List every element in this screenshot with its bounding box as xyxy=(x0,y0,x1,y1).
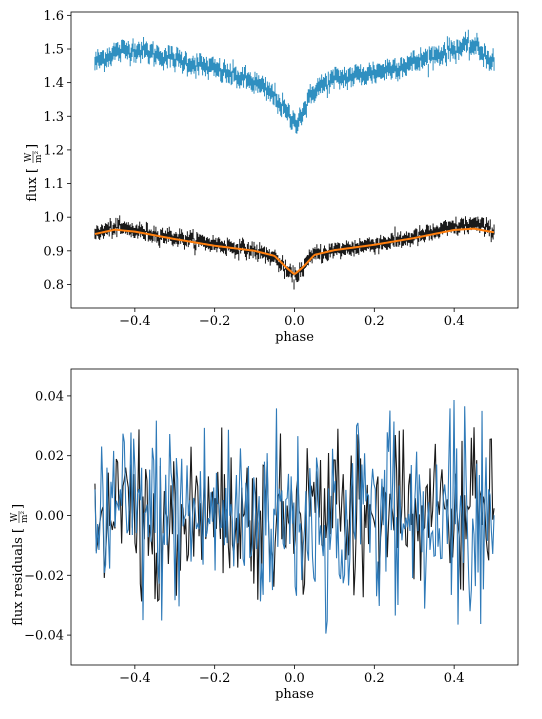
top-xlabel: phase xyxy=(275,330,314,345)
bottom-ytick-label: 0.02 xyxy=(35,449,64,464)
series-black-errorbars xyxy=(94,215,495,290)
series-blue-errorbars xyxy=(94,29,495,134)
top-ytick-label: 1.2 xyxy=(43,143,64,158)
flux-plot: −0.4 −0.2 0.0 0.2 0.4 0.8 0.9 1.0 1.1 1.2 1.3 1.4 1.… xyxy=(24,9,519,345)
top-xtick-label: 0.4 xyxy=(444,314,465,329)
bottom-plot-area xyxy=(94,400,495,634)
top-ytick-label: 1.6 xyxy=(43,9,64,24)
top-ytick-label: 1.3 xyxy=(43,110,64,125)
bottom-xtick-label: 0.2 xyxy=(364,671,385,686)
bottom-xtick-label: 0.4 xyxy=(444,671,465,686)
bottom-ytick-label: −0.02 xyxy=(24,569,64,584)
bottom-ylabel-unit-num: W xyxy=(10,512,20,522)
top-ytick-label: 1.0 xyxy=(43,211,64,226)
top-xtick-label: −0.2 xyxy=(199,314,231,329)
bottom-ytick-label: 0.04 xyxy=(35,389,64,404)
residuals-plot: −0.4 −0.2 0.0 0.2 0.4 −0.04 −0.02 0.00 0.02 0.04 p… xyxy=(10,368,519,702)
top-ytick-label: 1.1 xyxy=(43,177,64,192)
black-errorbar-path xyxy=(94,215,495,290)
bottom-xtick-label: −0.2 xyxy=(199,671,231,686)
bottom-ytick-label: 0.00 xyxy=(35,509,64,524)
top-ytick-label: 1.4 xyxy=(43,76,64,91)
top-ylabel-unit-den: m² xyxy=(34,150,44,163)
top-xtick-label: 0.0 xyxy=(284,314,305,329)
top-ylabel-text: flux [ xyxy=(25,168,40,202)
top-xtick-label: 0.2 xyxy=(364,314,385,329)
top-ylabel-unit-num: W xyxy=(24,152,34,162)
top-ylabel-close: ] xyxy=(25,144,40,149)
bottom-xlabel: phase xyxy=(275,687,314,702)
top-ytick-label: 0.8 xyxy=(43,278,64,293)
bottom-ylabel: flux residuals [ W m²] xyxy=(10,504,30,626)
bottom-xtick-label: 0.0 xyxy=(284,671,305,686)
bottom-ytick-label: −0.04 xyxy=(24,629,64,644)
bottom-ylabel-text: flux residuals [ xyxy=(11,528,26,626)
blue-errorbar-path xyxy=(94,29,495,134)
bottom-ylabel-close: ] xyxy=(11,504,26,509)
top-ytick-label: 1.5 xyxy=(43,43,64,58)
top-ytick-label: 0.9 xyxy=(43,244,64,259)
bottom-xtick-label: −0.4 xyxy=(119,671,151,686)
bottom-ylabel-unit-den: m² xyxy=(20,510,30,523)
top-plot-area xyxy=(94,29,495,290)
top-xtick-label: −0.4 xyxy=(119,314,151,329)
residuals-blue-line xyxy=(94,400,495,634)
model-line xyxy=(94,227,495,275)
top-ylabel: flux [ W m²] xyxy=(24,144,44,202)
